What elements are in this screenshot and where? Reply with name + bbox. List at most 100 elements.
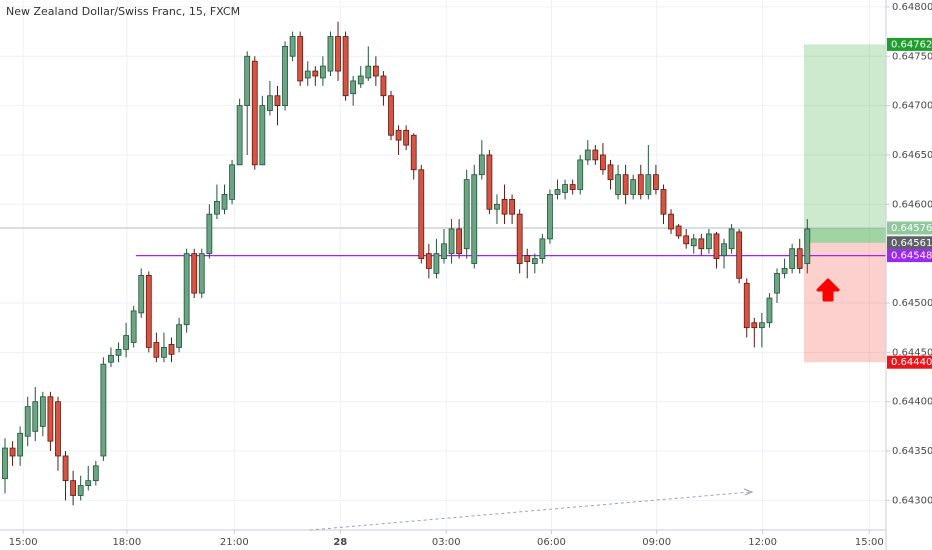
candle-body <box>9 447 16 457</box>
horizontal-line-label-bg <box>887 249 932 263</box>
candle-body <box>478 154 485 176</box>
candle-body <box>17 432 24 457</box>
candle-body <box>751 322 758 329</box>
candle-body <box>645 174 652 195</box>
candle-body <box>236 105 243 166</box>
y-tick-label: 0.64800 <box>892 2 932 13</box>
candle-body <box>637 174 644 195</box>
x-tick-label: 15:00 <box>9 537 38 548</box>
candle-body <box>758 322 765 329</box>
target-label: 0.64762 <box>891 39 932 50</box>
candles <box>2 21 811 506</box>
candle-body <box>92 465 99 482</box>
candle-body <box>304 70 311 79</box>
x-tick-label: 03:00 <box>432 537 461 548</box>
candle-body <box>668 213 674 230</box>
candle-body <box>705 233 712 250</box>
candle-body <box>486 154 493 210</box>
candle-body <box>547 194 553 240</box>
candle-body <box>804 228 811 264</box>
candle-body <box>214 200 220 215</box>
position-zones <box>0 44 886 363</box>
candle-body <box>267 95 273 111</box>
x-tick-label: 06:00 <box>537 537 566 548</box>
candle-body <box>372 65 379 77</box>
x-tick-label: 09:00 <box>642 537 671 548</box>
candle-body <box>380 75 387 97</box>
candle-body <box>145 274 152 348</box>
candle-body <box>516 213 523 264</box>
candle-body <box>115 348 122 356</box>
candle-body <box>130 310 137 343</box>
candle-body <box>206 213 213 255</box>
candle-body <box>357 75 364 85</box>
x-tick-label: 21:00 <box>220 537 249 548</box>
candle-body <box>448 228 455 255</box>
horizontal-line-label: 0.64548 <box>891 251 932 262</box>
entry-label: 0.64561 <box>891 238 932 249</box>
long-arrow <box>816 278 840 302</box>
candle-body <box>221 194 228 210</box>
entry-label-bg <box>887 236 932 250</box>
candle-body <box>24 406 31 437</box>
chart-title: New Zealand Dollar/Swiss Franc, 15, FXCM <box>6 5 240 18</box>
candle-body <box>789 248 796 269</box>
stop-zone <box>804 242 886 363</box>
candle-body <box>395 129 402 141</box>
candle-body <box>70 480 77 496</box>
candle-body <box>342 36 349 97</box>
y-tick-label: 0.64750 <box>892 51 932 62</box>
candle-body <box>683 235 690 245</box>
candle-body <box>569 184 576 190</box>
candle-body <box>713 233 720 259</box>
candle-body <box>403 129 410 146</box>
candle-body <box>244 55 251 107</box>
candle-body <box>47 396 54 442</box>
y-tick-label: 0.64450 <box>892 347 932 358</box>
candle-body <box>191 253 198 294</box>
candle-body <box>183 253 190 326</box>
candle-body <box>781 268 788 274</box>
candle-body <box>721 243 727 257</box>
y-tick-label: 0.64400 <box>892 397 932 408</box>
candle-body <box>577 159 584 190</box>
candle-body <box>77 485 84 496</box>
stop-label-bg <box>887 355 932 369</box>
candle-body <box>630 179 637 195</box>
candle-body <box>327 36 334 72</box>
candle-body <box>153 342 160 358</box>
candle-body <box>690 238 697 247</box>
candle-body <box>176 324 182 348</box>
candle-body <box>456 228 463 255</box>
candle-body <box>463 179 470 250</box>
candle-body <box>425 253 432 269</box>
candle-body <box>123 335 129 350</box>
candle-body <box>410 134 417 171</box>
y-tick-label: 0.64300 <box>892 495 932 506</box>
candle-body <box>433 253 440 274</box>
candle-body <box>418 169 425 259</box>
candle-body <box>388 95 394 136</box>
candle-body <box>600 154 606 171</box>
candle-body <box>796 248 803 269</box>
candle-body <box>660 189 667 215</box>
candle-body <box>554 189 561 195</box>
candle-body <box>675 225 682 237</box>
candle-body <box>653 174 659 190</box>
candle-body <box>584 149 591 161</box>
candle-body <box>62 455 69 482</box>
y-tick-label: 0.64500 <box>892 298 932 309</box>
candle-body <box>100 363 107 457</box>
candle-body <box>698 238 705 250</box>
candle-body <box>441 243 447 259</box>
stop-label: 0.64440 <box>891 357 932 368</box>
candle-body <box>138 274 145 314</box>
axes: 0.64300 0.64350 0.64400 0.64450 0.64500 0.647… <box>9 2 932 548</box>
candle-body <box>592 149 599 161</box>
x-tick-label: 18:00 <box>112 537 141 548</box>
candle-body <box>531 258 538 264</box>
y-tick-label: 0.64600 <box>892 199 932 210</box>
candle-body <box>198 253 205 294</box>
